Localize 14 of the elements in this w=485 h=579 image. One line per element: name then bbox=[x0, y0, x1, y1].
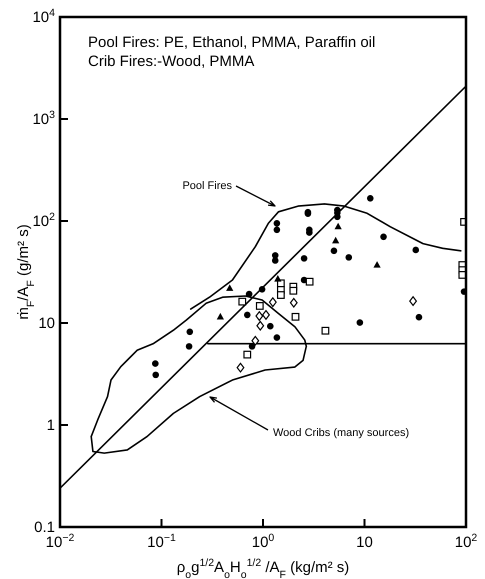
y-tick-label: 10 bbox=[38, 315, 55, 332]
y-tick-label: 10$^{2}$ bbox=[32, 211, 56, 230]
x-tick-label: 10 bbox=[356, 534, 373, 551]
x-tick-label: 10$^{−1}$ bbox=[147, 532, 176, 551]
annotation: Pool Fires: PE, Ethanol, PMMA, Paraffin oil bbox=[88, 34, 376, 51]
y-tick-label: 10$^{4}$ bbox=[32, 7, 56, 26]
annotation: Wood Cribs (many sources) bbox=[273, 427, 410, 439]
annotation: Pool Fires bbox=[182, 180, 232, 192]
text: ρ$_{o}$g$^{1/2}$A$_{o}$H$_{o}$$^{1/2}$ /A$_{F}$ (kg/m² s) bbox=[176, 557, 350, 579]
y-tick-label: 1 bbox=[46, 417, 55, 434]
x-tick-label: 10$^{0}$ bbox=[252, 532, 274, 551]
annotation: Crib Fires:-Wood, PMMA bbox=[88, 53, 254, 70]
y-tick-label: 10$^{3}$ bbox=[32, 109, 56, 128]
x-tick-label: 10$^{2}$ bbox=[454, 532, 478, 551]
